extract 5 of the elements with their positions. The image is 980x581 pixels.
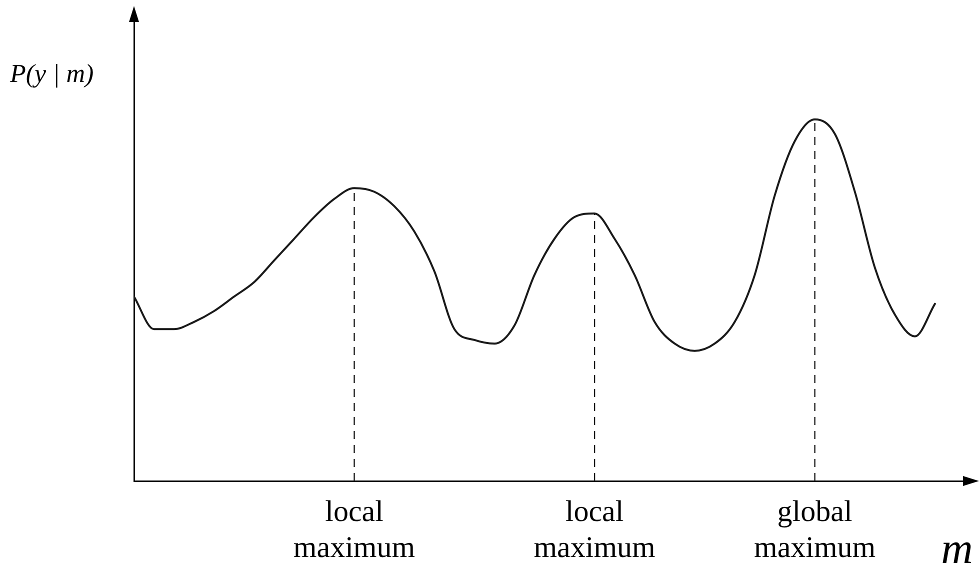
x-axis-title: m <box>941 524 973 573</box>
x-tick-label: global maximum <box>754 494 876 564</box>
y-axis-title: P(y | m) <box>9 59 94 88</box>
x-tick-label: local maximum <box>534 494 656 564</box>
x-tick-label: local maximum <box>293 494 416 564</box>
